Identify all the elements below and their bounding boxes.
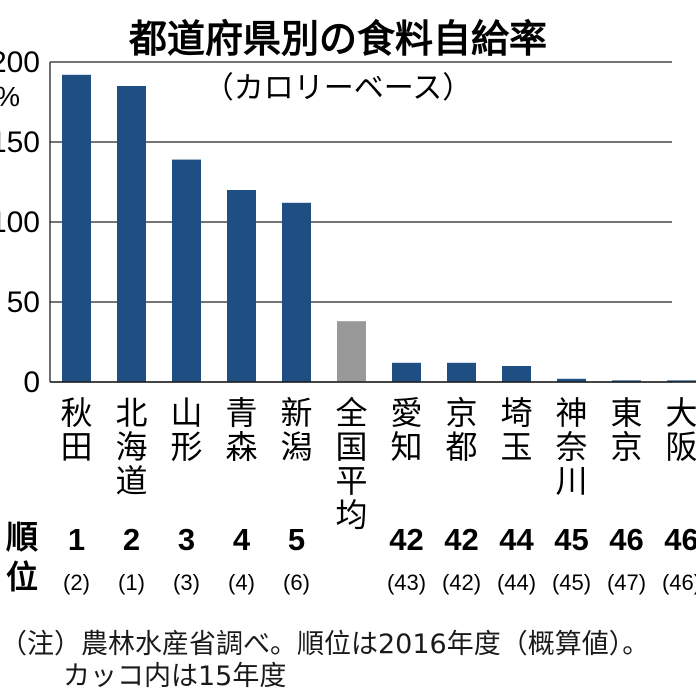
y-unit-label: % xyxy=(0,81,20,112)
prev-rank-value: (47) xyxy=(607,570,646,595)
rank-value: 5 xyxy=(288,522,305,557)
rank-value: 1 xyxy=(68,522,85,557)
bar-2 xyxy=(117,86,146,382)
y-tick-label: 200 xyxy=(0,46,40,79)
prev-rank-value: (1) xyxy=(118,570,145,595)
bar-8 xyxy=(447,362,476,382)
bar-3 xyxy=(172,159,201,382)
prev-rank-value: (46) xyxy=(662,570,696,595)
bar-12 xyxy=(667,380,696,382)
rank-value: 4 xyxy=(233,522,251,557)
rank-value: 45 xyxy=(554,522,588,557)
chart-title: 都道府県別の食料自給率 xyxy=(128,17,547,61)
y-tick-label: 100 xyxy=(0,206,40,239)
prev-rank-value: (42) xyxy=(442,570,481,595)
footnote-source: （注）農林水産省調べ。順位は2016年度（概算値）。 xyxy=(0,629,650,660)
bar-5 xyxy=(282,202,311,382)
y-tick-label: 50 xyxy=(7,286,40,319)
x-category-label: 神奈川 xyxy=(555,394,587,500)
x-category-label: 青森 xyxy=(225,394,257,466)
prev-rank-value: (3) xyxy=(173,570,200,595)
y-tick-label: 150 xyxy=(0,126,40,159)
bar-1 xyxy=(62,74,91,383)
prev-rank-value: (4) xyxy=(228,570,255,595)
bar-11 xyxy=(612,380,641,382)
prev-rank-value: (43) xyxy=(387,570,426,595)
bar-7 xyxy=(392,362,421,382)
prev-rank-value: (44) xyxy=(497,570,536,595)
bar-9 xyxy=(502,366,531,382)
prev-rank-value: (6) xyxy=(283,570,310,595)
rank-value: 3 xyxy=(178,522,195,557)
x-category-label: 新潟 xyxy=(280,394,312,466)
bar-4 xyxy=(227,190,256,382)
rank-value: 2 xyxy=(123,522,140,557)
chart-subtitle: （カロリーベース） xyxy=(204,71,473,106)
x-category-label: 埼玉 xyxy=(500,394,532,466)
x-category-label: 愛知 xyxy=(390,394,422,466)
x-category-label: 東京 xyxy=(610,394,642,466)
prev-rank-value: (45) xyxy=(552,570,591,595)
footnote-years: カッコ内は15年度 xyxy=(63,661,287,692)
x-category-label: 京都 xyxy=(445,394,477,466)
bar-6 xyxy=(337,321,366,382)
rank-value: 46 xyxy=(609,522,643,557)
x-category-label: 全国平均 xyxy=(335,394,367,534)
bar-10 xyxy=(557,378,586,382)
rank-value: 42 xyxy=(444,522,478,557)
prev-rank-value: (2) xyxy=(63,570,90,595)
x-category-label: 秋田 xyxy=(60,394,92,466)
rank-value: 44 xyxy=(499,522,534,557)
rank-row-label: 順位 xyxy=(6,518,38,596)
rank-value: 46 xyxy=(664,522,696,557)
x-category-label: 大阪 xyxy=(665,394,696,466)
rank-value: 42 xyxy=(389,522,423,557)
x-category-label: 山形 xyxy=(170,394,202,466)
y-tick-label: 0 xyxy=(23,366,40,399)
x-category-label: 北海道 xyxy=(115,394,147,500)
